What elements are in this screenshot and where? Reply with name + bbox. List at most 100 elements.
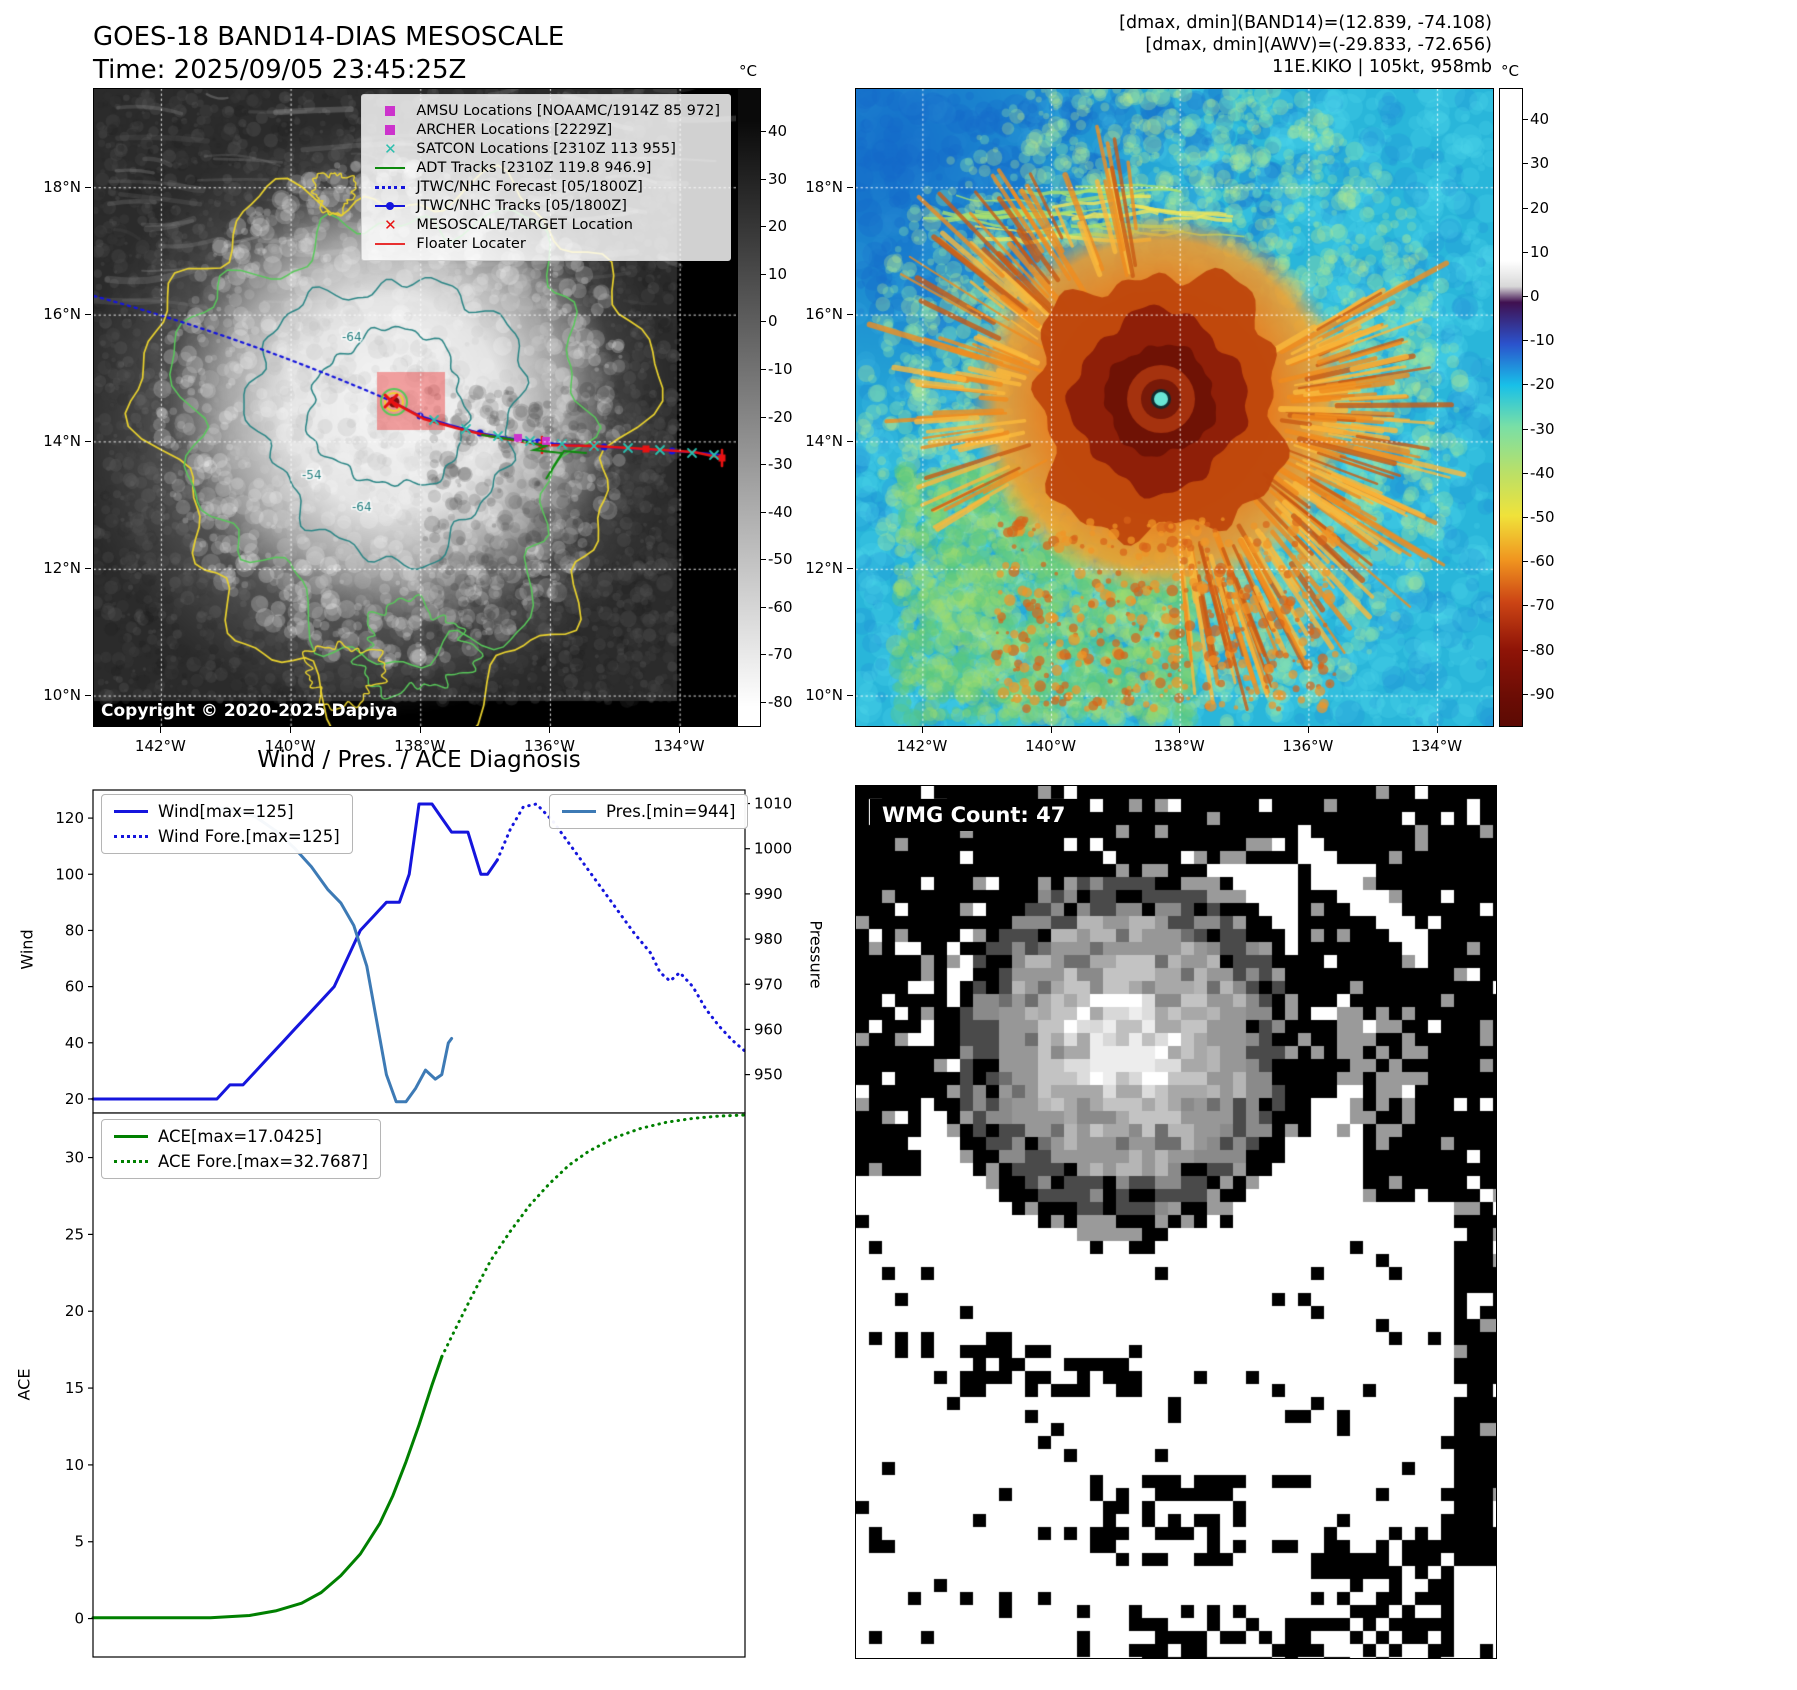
axis-tick-label: 138°W [394, 737, 446, 755]
svg-text:40: 40 [65, 1034, 84, 1052]
line-marker-icon [372, 199, 408, 213]
axis-tick-label: 140°W [264, 737, 316, 755]
wind-legend: Wind[max=125] Wind Fore.[max=125] [101, 794, 353, 854]
axis-tick-mark [1523, 207, 1528, 209]
x-marker-icon: ✕ [384, 216, 397, 234]
axis-tick-label: 14°N [43, 431, 81, 450]
axis-tick-mark [847, 186, 853, 188]
axis-tick-mark [1179, 727, 1181, 733]
axis-tick-mark [1523, 340, 1528, 342]
axis-tick-mark [761, 606, 766, 608]
axis-tick-mark [761, 321, 766, 323]
legend-line-swatch [114, 1135, 148, 1138]
axis-tick-mark [1523, 472, 1528, 474]
axis-tick-label: 138°W [1153, 737, 1205, 755]
axis-tick-mark [761, 130, 766, 132]
axis-tick-mark [160, 727, 162, 733]
map-legend-label: ARCHER Locations [2229Z] [416, 122, 613, 138]
copyright-text: Copyright © 2020-2025 Dapiya [101, 701, 398, 721]
map-legend-item: AMSU Locations [NOAAMC/1914Z 85 972] [372, 103, 720, 119]
axis-tick-mark [761, 273, 766, 275]
axis-tick-label: 136°W [1282, 737, 1334, 755]
legend-item: Wind Fore.[max=125] [114, 827, 340, 846]
axis-tick-label: 30 [768, 169, 788, 188]
axis-tick-label: -20 [768, 407, 793, 426]
axis-tick-mark [847, 440, 853, 442]
map-legend-item: ✕ SATCON Locations [2310Z 113 955] [372, 141, 720, 157]
svg-text:120: 120 [55, 809, 84, 827]
svg-text:30: 30 [65, 1149, 84, 1167]
axis-tick-label: 30 [1530, 154, 1550, 173]
awv-colorbar-unit: °C [1501, 62, 1519, 80]
wind-pressure-ace-charts: 20 40 60 80 100 120 950 960 970 980 990 1000 1010 0 5 1… [55, 789, 792, 1658]
svg-text:60: 60 [65, 978, 84, 996]
square-marker-icon [372, 104, 408, 118]
legend-line-swatch [114, 1160, 148, 1163]
axis-tick-label: -40 [768, 502, 793, 521]
map-legend-label: JTWC/NHC Tracks [05/1800Z] [416, 198, 627, 214]
axis-tick-mark [1523, 693, 1528, 695]
svg-text:1010: 1010 [754, 795, 792, 813]
axis-tick-label: -10 [768, 359, 793, 378]
legend-label: Pres.[min=944] [606, 802, 736, 821]
map-legend-label: ADT Tracks [2310Z 119.8 946.9] [416, 160, 652, 176]
axis-tick-label: 0 [768, 312, 778, 331]
band14-map-legend: AMSU Locations [NOAAMC/1914Z 85 972] ARCH… [361, 94, 731, 261]
axis-tick-label: 40 [1530, 110, 1550, 129]
axis-tick-mark [549, 727, 551, 733]
axis-tick-label: -90 [1530, 684, 1555, 703]
svg-text:960: 960 [754, 1020, 783, 1038]
svg-text:0: 0 [74, 1610, 84, 1628]
axis-tick-label: 14°N [805, 431, 843, 450]
axis-tick-label: -30 [768, 455, 793, 474]
legend-label: Wind Fore.[max=125] [158, 827, 340, 846]
wind-axis-label: Wind [17, 929, 37, 970]
pressure-legend: Pres.[min=944] [549, 794, 749, 829]
svg-text:100: 100 [55, 865, 84, 883]
map-legend-item: JTWC/NHC Forecast [05/1800Z] [372, 179, 720, 195]
axis-tick-mark [761, 559, 766, 561]
axis-tick-mark [419, 727, 421, 733]
line-marker-icon [372, 180, 408, 194]
axis-tick-mark [679, 727, 681, 733]
diagnosis-title: Wind / Pres. / ACE Diagnosis [257, 747, 581, 773]
axis-tick-mark [85, 314, 91, 316]
ace-axis-label: ACE [14, 1368, 34, 1401]
awv-map-panel [855, 88, 1494, 727]
axis-tick-label: 16°N [805, 305, 843, 324]
map-legend-label: JTWC/NHC Forecast [05/1800Z] [416, 179, 643, 195]
axis-tick-mark [85, 695, 91, 697]
map-legend-item: Floater Locater [372, 236, 720, 252]
legend-item: ACE[max=17.0425] [114, 1127, 368, 1146]
svg-text:25: 25 [65, 1225, 84, 1243]
legend-label: ACE[max=17.0425] [158, 1127, 322, 1146]
axis-tick-mark [85, 186, 91, 188]
svg-text:980: 980 [754, 930, 783, 948]
axis-tick-mark [847, 568, 853, 570]
axis-tick-label: 140°W [1025, 737, 1077, 755]
awv-header-dmax-awv: [dmax, dmin](AWV)=(-29.833, -72.656) [1145, 35, 1492, 55]
axis-tick-mark [85, 568, 91, 570]
axis-tick-mark [1050, 727, 1052, 733]
axis-tick-mark [1307, 727, 1309, 733]
band14-map-panel: AMSU Locations [NOAAMC/1914Z 85 972] ARCH… [93, 88, 737, 727]
svg-text:950: 950 [754, 1066, 783, 1084]
map-legend-item: ADT Tracks [2310Z 119.8 946.9] [372, 160, 720, 176]
axis-tick-mark [921, 727, 923, 733]
map-legend-item: ARCHER Locations [2229Z] [372, 122, 720, 138]
map-legend-item: JTWC/NHC Tracks [05/1800Z] [372, 198, 720, 214]
axis-tick-label: -60 [768, 597, 793, 616]
axis-tick-label: 16°N [43, 305, 81, 324]
legend-line-swatch [562, 810, 596, 813]
axis-tick-label: 10 [1530, 242, 1550, 261]
legend-label: ACE Fore.[max=32.7687] [158, 1152, 368, 1171]
axis-tick-mark [290, 727, 292, 733]
axis-tick-label: -30 [1530, 419, 1555, 438]
legend-item: Pres.[min=944] [562, 802, 735, 821]
axis-tick-mark [761, 654, 766, 656]
awv-header-dmax-band14: [dmax, dmin](BAND14)=(12.839, -74.108) [1119, 13, 1492, 33]
axis-tick-label: -50 [768, 550, 793, 569]
awv-colorbar [1499, 88, 1523, 727]
map-legend-label: SATCON Locations [2310Z 113 955] [416, 141, 676, 157]
